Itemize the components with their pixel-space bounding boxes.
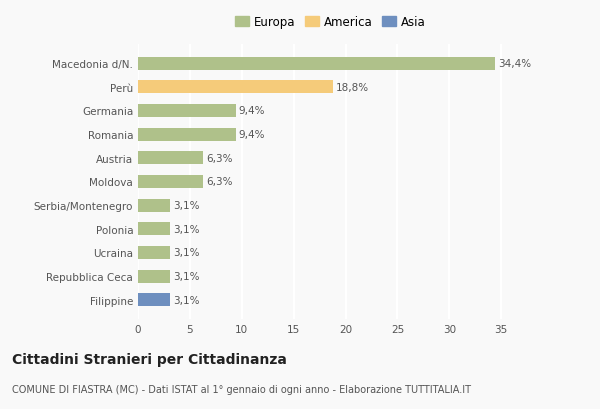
Bar (138, 105, 236, 118)
Bar (138, 175, 203, 189)
Text: 9,4%: 9,4% (239, 106, 265, 116)
Text: COMUNE DI FIASTRA (MC) - Dati ISTAT al 1° gennaio di ogni anno - Elaborazione TU: COMUNE DI FIASTRA (MC) - Dati ISTAT al 1… (12, 384, 471, 394)
Bar (138, 199, 170, 212)
Bar (138, 57, 495, 70)
Bar (138, 223, 170, 236)
Text: 3,1%: 3,1% (173, 272, 200, 281)
Text: 9,4%: 9,4% (239, 130, 265, 140)
Text: 3,1%: 3,1% (173, 201, 200, 211)
Text: 3,1%: 3,1% (173, 295, 200, 305)
Bar (138, 294, 170, 307)
Text: 6,3%: 6,3% (206, 177, 233, 187)
Bar (138, 81, 333, 94)
Bar (138, 246, 170, 259)
Bar (138, 128, 236, 141)
Bar (138, 152, 203, 165)
Text: 3,1%: 3,1% (173, 224, 200, 234)
Legend: Europa, America, Asia: Europa, America, Asia (231, 13, 429, 33)
Text: 18,8%: 18,8% (336, 83, 370, 92)
Text: 6,3%: 6,3% (206, 153, 233, 163)
Text: Cittadini Stranieri per Cittadinanza: Cittadini Stranieri per Cittadinanza (12, 352, 287, 366)
Bar (138, 270, 170, 283)
Text: 34,4%: 34,4% (498, 59, 531, 69)
Text: 3,1%: 3,1% (173, 248, 200, 258)
